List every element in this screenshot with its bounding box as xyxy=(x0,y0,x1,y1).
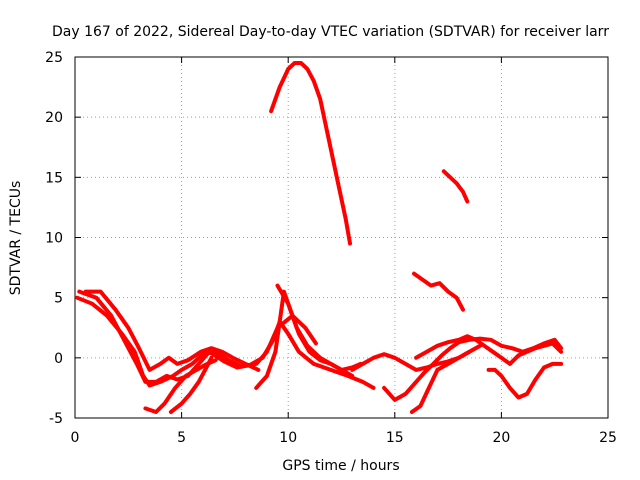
series-line-s8 xyxy=(269,61,352,246)
series-line-s13 xyxy=(486,361,564,400)
series-line-s14 xyxy=(441,169,470,204)
series-line-s11 xyxy=(409,349,472,414)
plot-frame xyxy=(74,56,609,419)
series-line-s15 xyxy=(412,271,465,312)
y-tick-label: 15 xyxy=(45,170,63,186)
y-tick-label: 10 xyxy=(45,231,63,247)
y-tick-label: 20 xyxy=(45,110,63,126)
series-line-s4 xyxy=(143,358,218,414)
x-axis-label: GPS time / hours xyxy=(282,458,399,474)
series-line-s5 xyxy=(168,355,214,414)
y-axis-label: SDTVAR / TECUs xyxy=(8,181,24,296)
series-line-s2 xyxy=(77,289,376,390)
x-tick-label: 0 xyxy=(71,430,80,446)
y-tick-label: 25 xyxy=(45,50,63,66)
series-line-s12 xyxy=(414,334,564,366)
x-tick-label: 25 xyxy=(599,430,617,446)
grid xyxy=(75,57,608,418)
axis-ticks: 0 5 10 15 20 25 -5 0 5 10 15 20 25 xyxy=(45,50,617,446)
x-tick-label: 15 xyxy=(386,430,404,446)
y-tick-label: 0 xyxy=(54,351,63,367)
x-tick-label: 20 xyxy=(492,430,510,446)
chart-title: Day 167 of 2022, Sidereal Day-to-day VTE… xyxy=(52,24,609,40)
series-line-s3 xyxy=(83,289,261,372)
series-group xyxy=(75,61,564,414)
series-line-s7 xyxy=(275,283,355,378)
x-tick-label: 10 xyxy=(279,430,297,446)
y-tick-label: 5 xyxy=(54,291,63,307)
y-tick-label: -5 xyxy=(49,411,63,427)
x-tick-label: 5 xyxy=(177,430,186,446)
